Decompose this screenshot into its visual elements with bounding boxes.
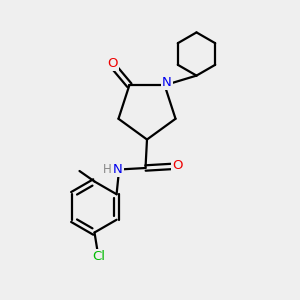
Text: O: O [172,158,183,172]
Text: H: H [103,163,112,176]
Text: N: N [113,163,122,176]
Text: O: O [107,57,118,70]
Text: Cl: Cl [92,250,106,263]
Text: N: N [162,76,172,89]
